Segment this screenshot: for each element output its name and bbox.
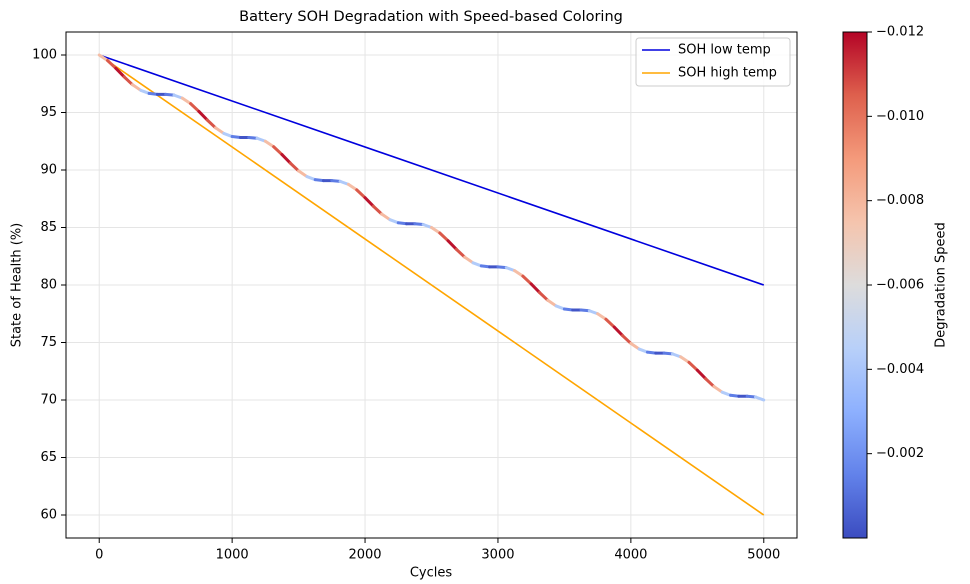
x-tick-label: 5000 xyxy=(747,548,780,563)
speed-segment xyxy=(446,239,458,251)
speed-segment xyxy=(438,231,450,243)
speed-segment xyxy=(463,255,475,265)
speed-segment xyxy=(380,212,392,222)
colorbar-tick-label: −0.002 xyxy=(876,446,924,461)
colorbar xyxy=(842,31,868,539)
y-tick-label: 60 xyxy=(40,508,57,523)
speed-segment xyxy=(521,274,533,286)
y-tick-label: 90 xyxy=(40,163,57,178)
speed-segment xyxy=(122,75,134,87)
speed-segment xyxy=(687,360,699,372)
x-tick-label: 3000 xyxy=(481,548,514,563)
speed-segment xyxy=(355,188,367,200)
speed-segment xyxy=(537,290,550,302)
x-tick-label: 1000 xyxy=(216,548,249,563)
y-tick-label: 85 xyxy=(40,220,57,235)
speed-segment xyxy=(263,139,276,149)
series-line xyxy=(98,54,765,516)
speed-segment xyxy=(753,395,766,402)
legend-label: SOH high temp xyxy=(678,66,777,81)
speed-segment xyxy=(272,145,284,157)
legend-box xyxy=(635,37,791,87)
colorbar-tick-label: −0.008 xyxy=(876,193,924,208)
speed-segment xyxy=(704,377,716,389)
speed-segment xyxy=(106,59,118,70)
y-tick-label: 70 xyxy=(40,393,57,408)
speed-segment xyxy=(529,282,541,294)
speed-segment xyxy=(513,269,525,278)
x-axis-label: Cycles xyxy=(410,566,453,581)
speed-segment xyxy=(280,153,292,165)
y-tick-label: 75 xyxy=(40,335,57,350)
chart-title: Battery SOH Degradation with Speed-based… xyxy=(239,9,623,25)
speed-segment xyxy=(612,325,625,338)
colorbar-label: Degradation Speed xyxy=(934,222,949,348)
speed-segment xyxy=(97,53,110,63)
colorbar-tick-label: −0.012 xyxy=(876,25,924,40)
x-tick-label: 0 xyxy=(95,548,103,563)
x-tick-label: 4000 xyxy=(614,548,647,563)
speed-segment xyxy=(189,102,201,113)
colorbar-tick-label: −0.010 xyxy=(876,109,924,124)
speed-segment xyxy=(297,169,309,179)
speed-segment xyxy=(114,66,126,79)
speed-segment xyxy=(205,118,218,130)
speed-segment xyxy=(430,226,442,235)
y-tick-label: 100 xyxy=(32,48,57,63)
colorbar-tick-label: −0.004 xyxy=(876,362,924,377)
colorbar-tick-label: −0.006 xyxy=(876,278,924,293)
speed-segment xyxy=(712,385,724,394)
speed-segment xyxy=(197,109,209,122)
speed-segment xyxy=(346,182,359,192)
y-tick-label: 95 xyxy=(40,105,57,120)
speed-segment xyxy=(130,83,143,92)
x-tick-label: 2000 xyxy=(348,548,381,563)
speed-segment xyxy=(695,368,708,381)
y-axis-label: State of Health (%) xyxy=(10,223,25,348)
speed-segment xyxy=(596,312,608,321)
legend-label: SOH low temp xyxy=(678,43,771,58)
speed-segment xyxy=(629,341,641,351)
speed-segment xyxy=(604,317,616,329)
series-line xyxy=(98,54,765,286)
speed-segment xyxy=(546,298,558,308)
speed-segment xyxy=(371,204,384,216)
speed-segment xyxy=(288,161,301,173)
speed-segment xyxy=(180,96,193,106)
speed-segment xyxy=(214,126,226,135)
axes-frame xyxy=(65,31,798,539)
speed-segment xyxy=(679,355,691,364)
speed-segment xyxy=(363,196,375,208)
speed-segment xyxy=(621,334,633,345)
speed-segment xyxy=(454,247,467,259)
y-tick-label: 65 xyxy=(40,450,57,465)
y-tick-label: 80 xyxy=(40,278,57,293)
